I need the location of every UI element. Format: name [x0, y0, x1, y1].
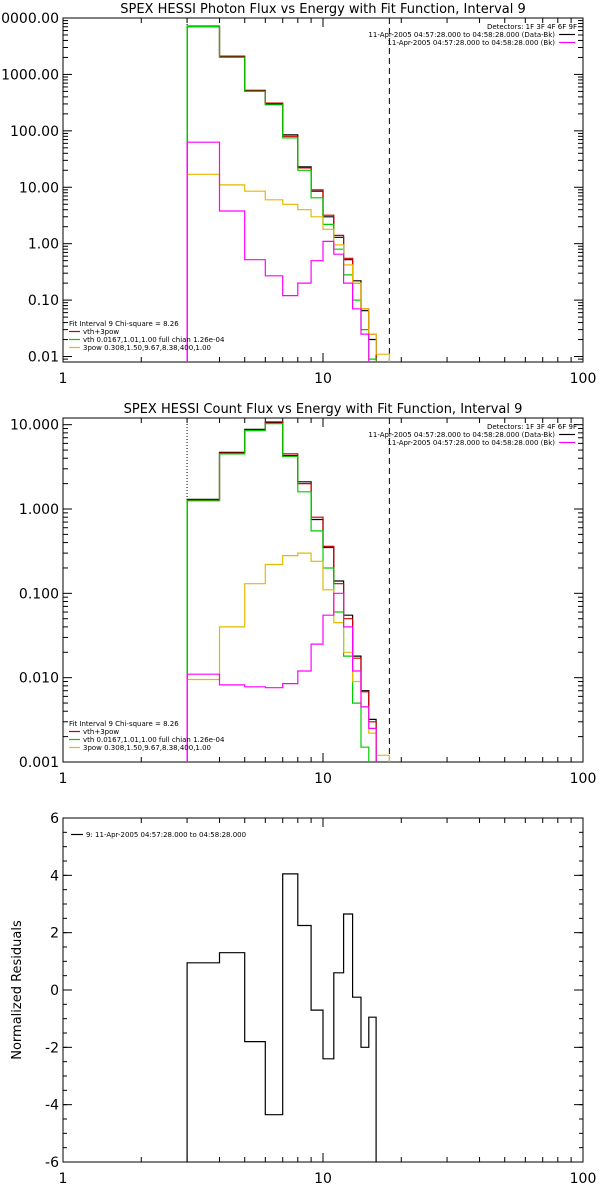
y-tick-label: 0.010 — [19, 671, 59, 687]
header-line: Detectors: 1F 3F 4F 6F 9F — [487, 23, 577, 31]
legend-label: 9: 11-Apr-2005 04:57:28.000 to 04:58:28.… — [86, 831, 246, 839]
x-tick-label: 1 — [59, 1171, 68, 1187]
legend-label: 3pow 0.308,1.50,9.67,8.38,400,1.00 — [83, 344, 211, 352]
x-tick-label: 100 — [570, 371, 597, 387]
legend-label: vth 0.0167,1.01,1.00 full chian 1.26e-04 — [83, 736, 225, 744]
legend-label: 3pow 0.308,1.50,9.67,8.38,400,1.00 — [83, 744, 211, 752]
plot-frame — [62, 817, 584, 1163]
x-tick-label: 1 — [59, 371, 68, 387]
legend-label: vth+3pow — [83, 328, 119, 336]
header-line: 11-Apr-2005 04:57:28.000 to 04:58:28.000… — [368, 431, 555, 439]
y-axis-label: Normalized Residuals — [10, 920, 25, 1060]
series-group — [186, 25, 390, 362]
y-tick-label: -6 — [45, 1155, 59, 1171]
fit-label: Fit Interval 9 Chi-square = 8.26 — [69, 720, 179, 728]
chart-residuals: Normalized Residuals 1 10 100 -6 -4 -2 0 2 4 6 9: 1… — [10, 811, 596, 1187]
y-tick-label: 10000.00 — [0, 11, 59, 27]
header-line: 11-Apr-2005 04:57:28.000 to 04:58:28.000… — [368, 31, 555, 39]
series-line-0 — [186, 422, 377, 762]
series-line-4 — [186, 141, 370, 362]
series-line-3 — [186, 552, 390, 762]
chart-title: SPEX HESSI Photon Flux vs Energy with Fi… — [120, 2, 526, 17]
x-tick-label: 100 — [570, 771, 597, 787]
y-tick-label: 0 — [50, 983, 59, 999]
series-group — [186, 421, 390, 762]
y-tick-label: 10.00 — [19, 180, 59, 196]
y-tick-label: 10.000 — [10, 418, 59, 434]
y-tick-label: 0.10 — [28, 293, 59, 309]
y-tick-label: 4 — [50, 868, 59, 884]
series-line-1 — [186, 25, 377, 362]
legend-label: vth 0.0167,1.01,1.00 full chian 1.26e-04 — [83, 336, 225, 344]
y-tick-label: 0.100 — [19, 586, 59, 602]
series-line-2 — [186, 423, 370, 762]
series-line-3 — [186, 173, 390, 362]
series-line-2 — [186, 25, 377, 362]
y-tick-label: 1.000 — [19, 502, 59, 518]
y-tick-label: 6 — [50, 811, 59, 827]
fit-label: Fit Interval 9 Chi-square = 8.26 — [69, 320, 179, 328]
chart-count: SPEX HESSI Count Flux vs Energy with Fit… — [10, 402, 596, 787]
legend-label: vth+3pow — [83, 728, 119, 736]
y-tick-label: 1000.00 — [1, 67, 59, 83]
series-group — [186, 873, 377, 1162]
y-tick-label: 2 — [50, 926, 59, 942]
x-tick-label: 100 — [570, 1171, 597, 1187]
x-tick-label: 10 — [314, 371, 332, 387]
header-line: 11-Apr-2005 04:57:28.000 to 04:58:28.000… — [387, 439, 555, 447]
y-tick-label: 100.00 — [10, 124, 59, 140]
y-tick-label: -2 — [45, 1040, 59, 1056]
chart-title: SPEX HESSI Count Flux vs Energy with Fit… — [124, 402, 523, 417]
y-tick-label: 0.001 — [19, 755, 59, 771]
x-tick-label: 1 — [59, 771, 68, 787]
y-tick-label: 0.01 — [28, 350, 59, 366]
header-line: 11-Apr-2005 04:57:28.000 to 04:58:28.000… — [387, 39, 555, 47]
series-line-0 — [186, 873, 377, 1162]
chart-photon: SPEX HESSI Photon Flux vs Energy with Fi… — [0, 2, 596, 387]
y-tick-label: 1.00 — [28, 237, 59, 253]
series-line-1 — [186, 421, 377, 762]
series-line-0 — [186, 26, 377, 362]
x-tick-label: 10 — [314, 1171, 332, 1187]
header-line: Detectors: 1F 3F 4F 6F 9F — [487, 423, 577, 431]
x-tick-label: 10 — [314, 771, 332, 787]
series-line-4 — [186, 592, 377, 762]
y-tick-label: -4 — [45, 1098, 59, 1114]
